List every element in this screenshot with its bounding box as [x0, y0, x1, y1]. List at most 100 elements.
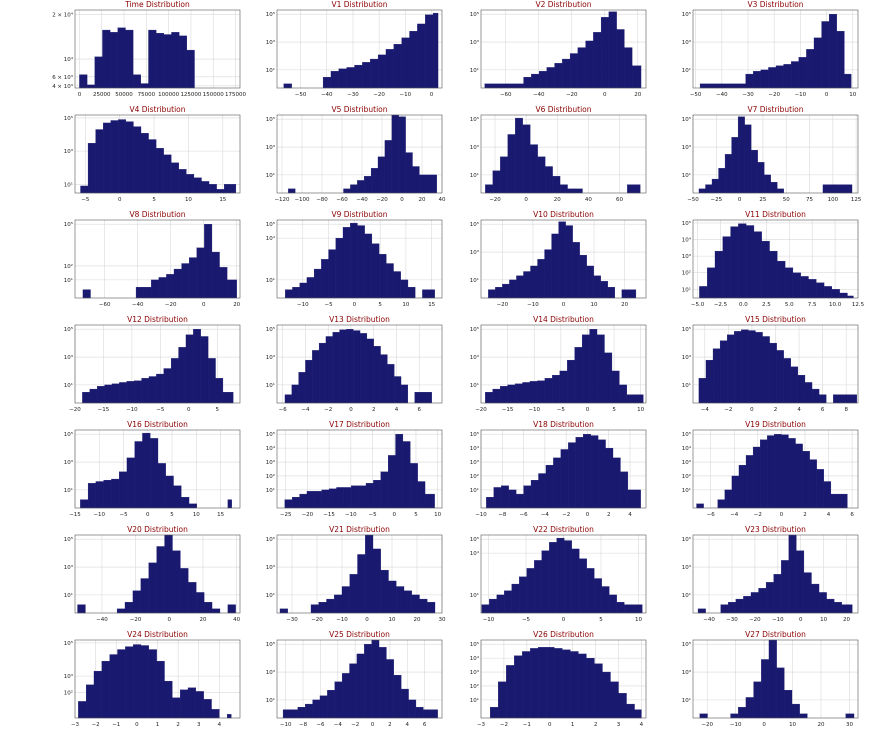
histogram-bar: [393, 44, 402, 89]
plot-frame: [276, 534, 443, 614]
histogram-bar: [119, 382, 127, 404]
histogram-bar: [492, 83, 501, 89]
histogram-bar: [140, 645, 149, 719]
histogram-bar: [370, 168, 379, 194]
histogram-bar: [770, 182, 778, 194]
histogram-bar: [774, 434, 782, 509]
x-tick-label: 20: [419, 197, 426, 203]
chart-title: V3 Distribution: [747, 0, 803, 9]
histogram-bar: [284, 499, 293, 509]
histogram-bar: [558, 221, 566, 299]
x-tick-label: −20: [376, 197, 388, 203]
histogram-bar: [559, 370, 568, 404]
chart-title: V6 Distribution: [535, 105, 591, 114]
histogram-bar: [366, 338, 374, 404]
x-tick-label: 6: [821, 407, 825, 413]
y-tick-label: 10⁵: [682, 536, 691, 543]
histogram-bar: [125, 646, 134, 719]
x-tick-label: −5: [156, 407, 165, 413]
histogram-bar: [282, 709, 291, 719]
histogram-bar: [364, 176, 372, 194]
histogram-bar: [306, 277, 315, 299]
histogram-bar: [776, 667, 785, 719]
x-tick-label: −20: [302, 512, 314, 518]
histogram-bar: [529, 381, 538, 404]
histogram-bar: [283, 83, 292, 89]
histogram-panel-16: −15 −10 −5 0 5 10 15 10¹ 10³ 10⁵ V16 Distribution: [64, 420, 241, 518]
histogram-bar: [711, 178, 719, 194]
y-tick-label: 10¹: [266, 277, 275, 284]
histogram-bar: [151, 279, 159, 299]
y-tick-label: 10⁴: [682, 237, 692, 244]
y-tick-label: 10¹: [682, 592, 691, 599]
x-tick-label: 10: [389, 617, 396, 623]
histogram-bar: [157, 463, 166, 509]
x-tick-label: 5: [152, 197, 156, 203]
x-tick-label: 0: [146, 512, 150, 518]
histogram-panel-22: −10 −5 0 5 10 10¹ 10⁴ 10⁵ V22 Distribution: [470, 525, 647, 623]
histogram-bar: [574, 188, 583, 194]
x-tick-label: 10: [849, 92, 856, 98]
x-tick-label: 5: [170, 512, 174, 518]
x-tick-label: −60: [500, 92, 512, 98]
plot-frame: [480, 429, 647, 509]
histogram-bar: [193, 177, 202, 194]
x-tick-label: −4: [541, 512, 550, 518]
histogram-bar: [173, 268, 182, 299]
y-tick-label: 10³: [266, 39, 275, 46]
histogram-bar: [498, 681, 507, 719]
y-tick-label: 10⁵: [266, 11, 275, 18]
x-tick-label: −50: [295, 92, 307, 98]
x-tick-label: −15: [98, 407, 110, 413]
histogram-bar: [781, 560, 789, 614]
histogram-bar: [841, 604, 853, 614]
histogram-bar: [207, 358, 216, 404]
chart-title: V18 Distribution: [533, 420, 594, 429]
x-tick-label: 40: [585, 197, 592, 203]
y-tick-label: 10⁴: [266, 235, 276, 242]
x-tick-label: 5: [612, 407, 616, 413]
histogram-bar: [523, 485, 532, 509]
histogram-bar: [341, 673, 350, 719]
histogram-bar: [546, 647, 555, 719]
histogram-panel-19: −6 −4 −2 0 2 4 6 10¹ 10² 10³ 10⁴ 10⁵ V19 Distributio…: [682, 420, 859, 518]
histogram-bar: [380, 354, 388, 404]
y-tick-label: 10⁵: [266, 536, 275, 543]
x-tick-label: −20: [311, 617, 323, 623]
histogram-bar: [777, 188, 784, 194]
x-tick-label: −20: [489, 197, 501, 203]
histogram-bar: [285, 289, 293, 299]
x-tick-label: 150000: [203, 92, 224, 98]
chart-title: V12 Distribution: [127, 315, 188, 324]
histogram-bar: [394, 376, 402, 404]
histogram-bar: [508, 489, 517, 509]
histogram-bar: [738, 464, 747, 509]
y-tick-label: 10³: [266, 354, 275, 361]
x-tick-label: 0: [187, 407, 191, 413]
histogram-bar: [163, 368, 172, 404]
plot-frame: [480, 219, 647, 299]
histogram-bar: [187, 687, 197, 719]
x-tick-label: −4: [730, 512, 739, 518]
histogram-bar: [515, 493, 524, 509]
x-tick-label: 8: [844, 407, 848, 413]
histogram-bar: [705, 359, 714, 404]
histogram-bar: [299, 493, 308, 509]
y-tick-label: 10³: [682, 144, 691, 151]
y-tick-label: 10³: [470, 144, 479, 151]
histogram-bar: [753, 71, 761, 89]
histogram-bar: [163, 154, 172, 194]
x-tick-label: 0: [78, 92, 82, 98]
histogram-bar: [803, 572, 812, 614]
histogram-bar: [585, 40, 594, 89]
histogram-bar: [318, 342, 327, 404]
x-tick-label: 50: [783, 197, 790, 203]
y-tick-label: 10⁵: [64, 221, 73, 228]
histogram-bar: [180, 689, 189, 719]
x-tick-label: 10: [820, 617, 827, 623]
histogram-bar: [699, 83, 708, 89]
histogram-bar: [579, 558, 587, 614]
y-tick-label: 10⁵: [470, 116, 479, 123]
histogram-bar: [393, 674, 402, 719]
histogram-bar: [405, 152, 413, 194]
